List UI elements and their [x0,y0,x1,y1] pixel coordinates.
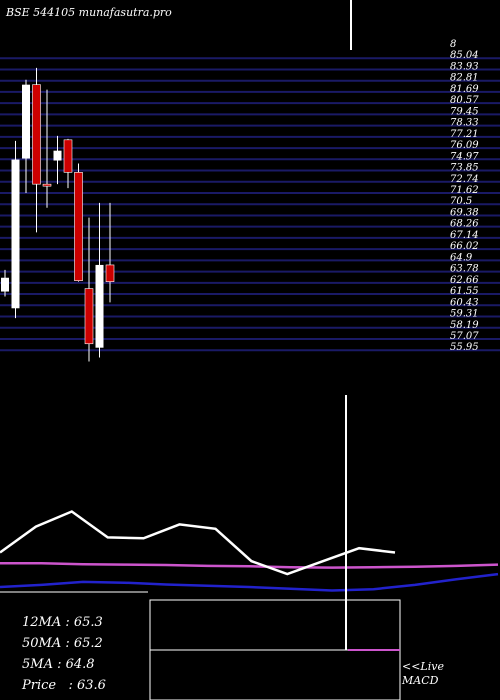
y-tick-label: 76.09 [450,140,479,151]
candle-body-up [95,264,104,348]
y-tick-label: 83.93 [450,61,479,72]
candle-body-down [84,288,94,345]
y-tick-label: 79.45 [450,106,479,117]
y-tick-label: 58.19 [450,320,479,331]
y-tick-label: 73.85 [450,163,479,174]
candle-body-up [22,84,30,159]
candle [42,89,52,208]
y-tick-label: 62.66 [450,275,479,286]
y-tick-label: 70.5 [450,196,472,207]
y-tick-label: 8 [450,39,456,50]
y-tick-label: 78.33 [450,118,479,129]
moving-average-info: 12MA : 65.3 50MA : 65.2 5MA : 64.8 Price… [22,612,106,696]
overlay [0,0,401,700]
candle [32,67,41,233]
price-value: Price : 63.6 [22,678,106,693]
candle-body-up [1,277,9,292]
y-tick-label: 77.21 [450,129,479,140]
chart-header: BSE 544105 munafasutra.pro [6,6,172,19]
y-tick-label: 72.74 [450,174,479,185]
candlesticks [1,67,115,362]
candle-body-up [11,159,20,309]
grid-lines [0,57,500,352]
y-tick-label: 59.31 [450,309,479,320]
y-tick-label: 80.57 [450,95,479,106]
y-axis-tick-labels: 885.0483.9382.8181.6980.5779.4578.3377.2… [450,39,479,353]
price-line [0,510,396,576]
candle-body-down [32,84,41,185]
ma12-value: 12MA : 65.3 [22,615,103,630]
candle-body-up [53,150,62,161]
candle-body-down [63,139,73,173]
candle [1,269,9,297]
y-tick-label: 85.04 [450,50,479,61]
ma50-value: 50MA : 65.2 [22,636,103,651]
y-tick-label: 63.78 [450,264,479,275]
candle [74,163,83,282]
ma5-value: 5MA : 64.8 [22,657,95,672]
candle [22,79,30,194]
y-tick-label: 55.95 [450,342,479,353]
y-tick-label: 67.14 [450,230,479,241]
ma-magenta-line [0,562,499,569]
macd-label[interactable]: MACD [402,674,439,687]
y-tick-label: 57.07 [450,331,479,342]
live-macd-link[interactable]: <<Live MACD [402,660,444,688]
candle-body-down [42,183,52,187]
y-tick-label: 71.62 [450,185,479,196]
y-tick-label: 64.9 [450,252,473,263]
y-tick-label: 68.26 [450,219,479,230]
y-tick-label: 61.55 [450,286,479,297]
y-tick-label: 74.97 [450,151,479,162]
y-tick-label: 81.69 [450,84,479,95]
live-label[interactable]: <<Live [402,660,444,673]
candle [11,140,20,319]
candle [95,202,104,358]
y-tick-label: 82.81 [450,73,479,84]
candle [63,138,73,189]
y-tick-label: 69.38 [450,207,479,218]
candle [105,202,115,303]
candle-body-down [105,264,115,282]
candle [84,217,94,362]
lower-panel [0,510,499,592]
candle-body-down [74,172,83,282]
candle [53,135,62,185]
ma-blue-line [0,572,499,592]
y-tick-label: 66.02 [450,241,479,252]
y-tick-label: 60.43 [450,297,479,308]
